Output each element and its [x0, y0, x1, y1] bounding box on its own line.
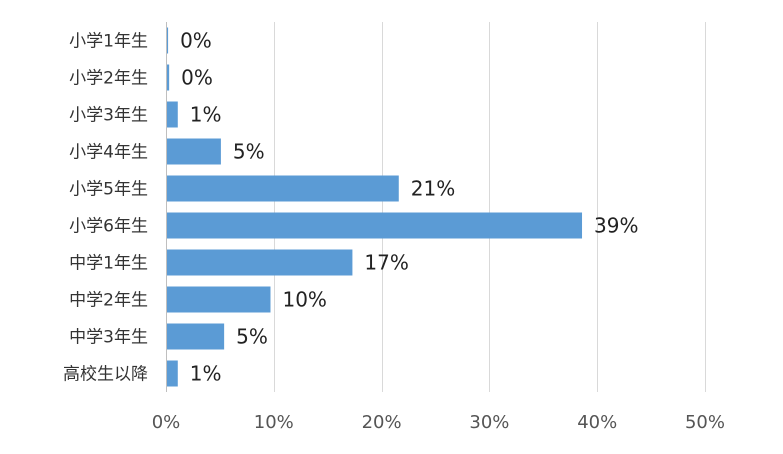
category-labels: 小学1年生小学2年生小学3年生小学4年生小学5年生小学6年生中学1年生中学2年生… [63, 32, 148, 385]
category-label: 小学6年生 [69, 217, 148, 237]
data-label: 5% [236, 325, 268, 349]
bar [167, 101, 178, 128]
bar [167, 64, 170, 91]
bar [167, 138, 221, 165]
category-label: 小学1年生 [69, 32, 148, 52]
category-label: 中学3年生 [69, 328, 148, 348]
data-label: 39% [594, 214, 638, 238]
bar [167, 249, 353, 276]
x-tick-label: 10% [254, 412, 294, 433]
bar [167, 323, 225, 350]
data-label: 17% [364, 251, 408, 275]
bar [167, 286, 271, 313]
x-tick-label: 0% [152, 412, 181, 433]
category-label: 小学3年生 [69, 106, 148, 126]
category-label: 小学4年生 [69, 143, 148, 163]
data-label: 0% [180, 29, 212, 53]
bar [167, 175, 399, 202]
data-label: 21% [411, 177, 455, 201]
bar [167, 212, 583, 239]
category-label: 中学2年生 [69, 291, 148, 311]
data-labels: 0% 0% 1% 5% 21% 39% 17% 10% 5% 1% [180, 29, 638, 386]
x-tick-label: 50% [685, 412, 725, 433]
bar [167, 27, 169, 54]
data-label: 1% [190, 362, 222, 386]
category-label: 高校生以降 [63, 365, 148, 385]
bar [167, 360, 178, 387]
bars [167, 27, 583, 387]
data-label: 5% [233, 140, 265, 164]
x-tick-label: 20% [362, 412, 402, 433]
data-label: 0% [181, 66, 213, 90]
data-label: 10% [282, 288, 326, 312]
data-label: 1% [190, 103, 222, 127]
x-tick-labels: 0% 10% 20% 30% 40% 50% [152, 412, 725, 433]
gridlines [274, 22, 706, 392]
category-label: 小学5年生 [69, 180, 148, 200]
x-tick-label: 40% [577, 412, 617, 433]
x-tick-label: 30% [469, 412, 509, 433]
category-label: 中学1年生 [69, 254, 148, 274]
category-label: 小学2年生 [69, 69, 148, 89]
